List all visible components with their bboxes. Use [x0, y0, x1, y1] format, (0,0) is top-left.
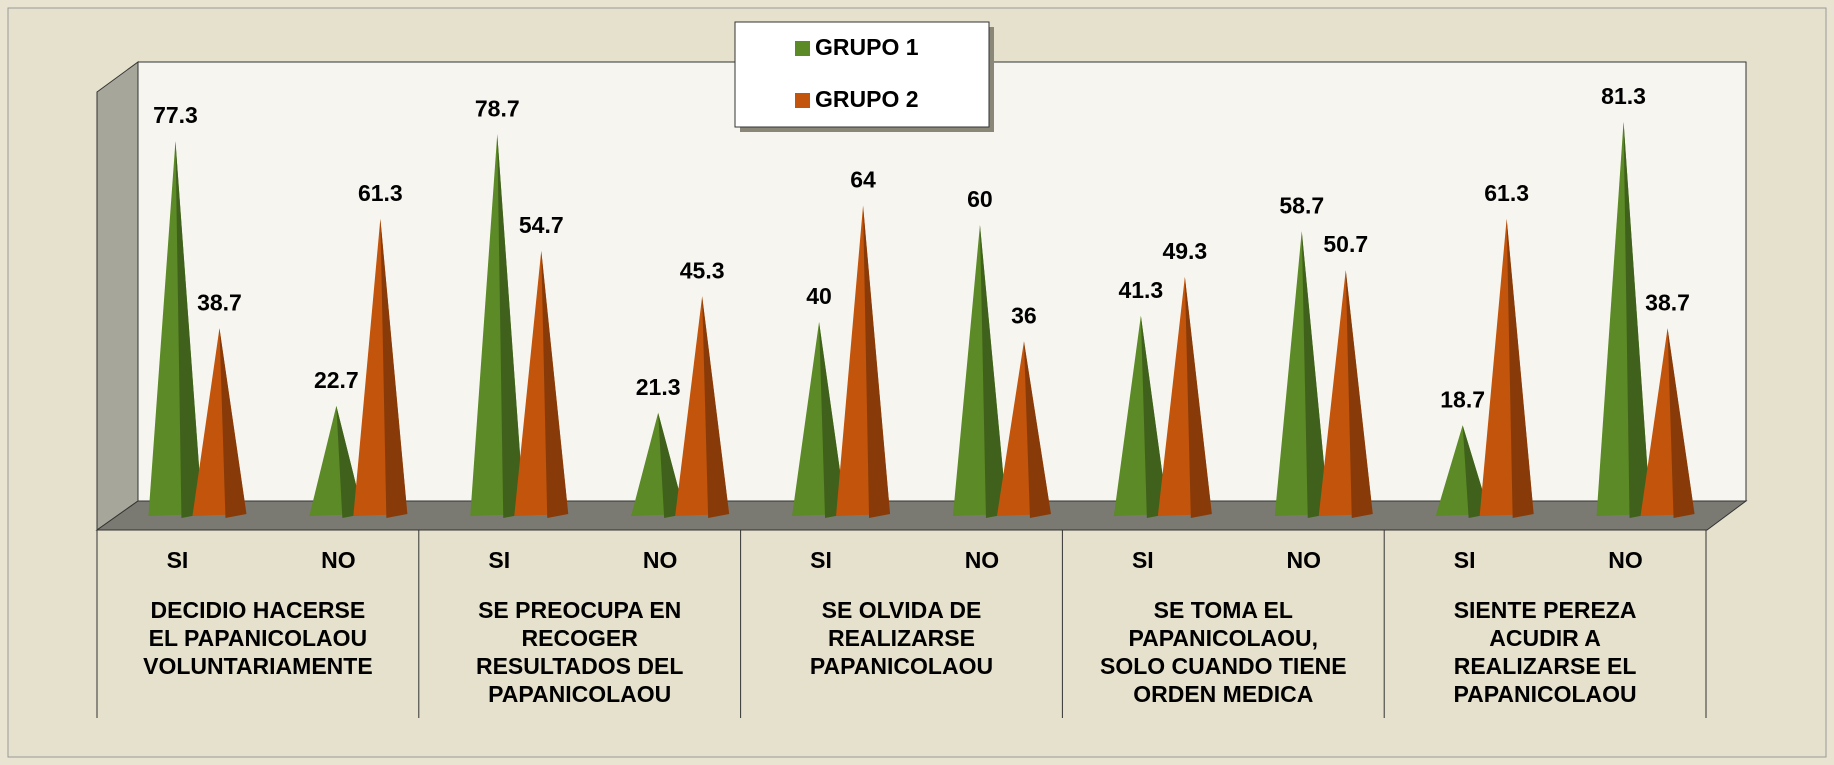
- pyramid-shade: [1345, 270, 1373, 518]
- x-tick-label: NO: [643, 547, 678, 573]
- pyramid-shade: [1623, 121, 1651, 518]
- legend-swatch: [795, 41, 810, 56]
- pyramid-shade: [1184, 276, 1212, 518]
- legend-swatch: [795, 93, 810, 108]
- group-label: SIENTE PEREZA ACUDIR A REALIZARSE EL PAP…: [1453, 597, 1637, 707]
- group-label: SE OLVIDA DE REALIZARSE PAPANICOLAOU: [809, 597, 994, 679]
- x-tick-label: NO: [321, 547, 356, 573]
- x-tick-label: SI: [1454, 547, 1476, 573]
- pyramid-shade: [541, 250, 569, 518]
- pyramid-shade: [175, 141, 203, 518]
- group-label: DECIDIO HACERSE EL PAPANICOLAOU VOLUNTAR…: [143, 597, 373, 679]
- pyramid-shade: [497, 134, 525, 518]
- side-wall: [96, 61, 139, 531]
- pyramid-shade: [1140, 315, 1168, 518]
- value-label: 49.3: [1162, 238, 1207, 264]
- legend: [734, 21, 990, 128]
- x-tick-label: NO: [1287, 547, 1322, 573]
- pyramid-shade: [819, 322, 847, 518]
- value-label: 36: [1011, 302, 1037, 328]
- value-label: 60: [967, 186, 993, 212]
- value-label: 40: [806, 283, 832, 309]
- pyramid-shade: [1506, 218, 1534, 518]
- pyramid-shade: [1023, 341, 1051, 518]
- value-label: 77.3: [153, 102, 198, 128]
- value-label: 50.7: [1323, 231, 1368, 257]
- pyramid-shade: [380, 218, 408, 518]
- value-label: 54.7: [519, 212, 564, 238]
- pyramid-shade: [702, 296, 730, 518]
- pyramid-shade: [979, 225, 1007, 518]
- value-label: 78.7: [475, 95, 520, 121]
- x-tick-label: SI: [167, 547, 189, 573]
- value-label: 21.3: [636, 374, 681, 400]
- legend-label: GRUPO 1: [815, 34, 919, 60]
- value-label: 41.3: [1118, 277, 1163, 303]
- value-label: 61.3: [358, 180, 403, 206]
- value-label: 38.7: [1645, 289, 1690, 315]
- value-label: 22.7: [314, 367, 359, 393]
- x-tick-label: SI: [1132, 547, 1154, 573]
- value-label: 18.7: [1440, 386, 1485, 412]
- pyramid-shade: [863, 205, 891, 518]
- value-label: 61.3: [1484, 180, 1529, 206]
- value-label: 81.3: [1601, 83, 1646, 109]
- value-label: 45.3: [680, 257, 725, 283]
- x-tick-label: NO: [1608, 547, 1643, 573]
- group-label: SE PREOCUPA EN RECOGER RESULTADOS DEL PA…: [475, 597, 684, 707]
- legend-label: GRUPO 2: [815, 86, 919, 112]
- pyramid-shade: [219, 328, 247, 518]
- pyramid-shade: [1667, 328, 1695, 518]
- value-label: 58.7: [1279, 192, 1324, 218]
- pyramid-shade: [1301, 231, 1329, 518]
- value-label: 38.7: [197, 289, 242, 315]
- x-tick-label: SI: [488, 547, 510, 573]
- x-tick-label: NO: [965, 547, 1000, 573]
- x-tick-label: SI: [810, 547, 832, 573]
- group-label: SE TOMA EL PAPANICOLAOU, SOLO CUANDO TIE…: [1099, 597, 1347, 707]
- value-label: 64: [850, 167, 876, 193]
